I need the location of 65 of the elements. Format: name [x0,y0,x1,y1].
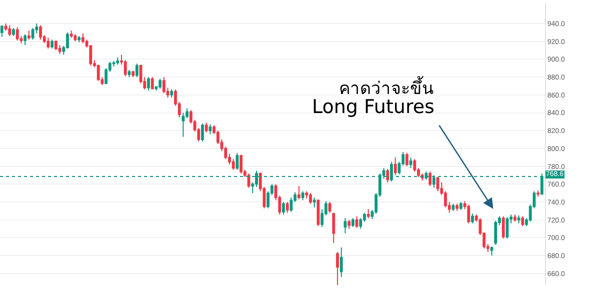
candlestick [490,246,494,256]
candlestick [340,247,343,278]
candlestick [312,197,316,208]
candlestick [452,203,455,212]
candlestick [158,78,162,90]
candlestick [297,185,300,200]
candlestick [182,112,185,138]
candlestick [132,70,135,78]
candlestick [394,156,397,176]
candlestick [471,213,474,224]
candlestick [456,203,458,212]
candlestick [150,76,154,90]
candlestick [351,218,354,228]
candlestick [70,30,73,38]
candlestick [147,76,150,91]
annotation: Long Futures [312,96,434,118]
candlestick [116,56,120,66]
candlestick [521,216,524,227]
candlestick [162,76,166,94]
candlestick [39,24,42,40]
candlestick [78,36,81,43]
candlestick [286,202,289,214]
candlestick [336,251,339,285]
candlestick [355,216,358,228]
candlestick [409,156,412,169]
candlestick [459,202,462,211]
candlestick [58,44,62,54]
candlestick [405,152,408,167]
candlestick [502,216,505,240]
candlestick [170,89,174,98]
candlestick [344,218,347,234]
candlestick [386,168,390,183]
annotation: คาดว่าจะขึ้น [339,76,434,99]
candlestick [96,64,100,82]
candlestick [240,154,243,174]
candlestick [46,37,50,50]
candlestick [517,214,520,224]
candlestick [204,122,208,133]
candlestick [128,69,131,78]
candlestick [0,24,4,38]
candlestick [81,32,84,44]
candlestick [50,39,54,50]
candlestick [301,190,304,201]
candlestick [428,171,432,186]
candlestick [236,152,239,170]
candlestick [348,219,351,230]
candlestick [31,27,34,40]
candlestick [332,212,336,244]
candlestick [54,40,58,51]
candlestick [16,26,19,41]
candlestick [536,190,540,198]
candlestick [74,34,77,42]
candlestick [366,208,370,219]
candlestick [309,192,312,204]
candlestick [282,202,285,215]
candlestick [467,204,470,224]
candlestick [135,63,138,78]
candlestick [494,220,498,246]
candlestick [12,27,15,37]
candlestick [513,214,516,222]
candlestick [24,34,27,46]
candlestick [27,30,30,40]
candlestick [201,122,204,142]
candlestick [208,124,212,135]
candlestick [8,24,12,37]
